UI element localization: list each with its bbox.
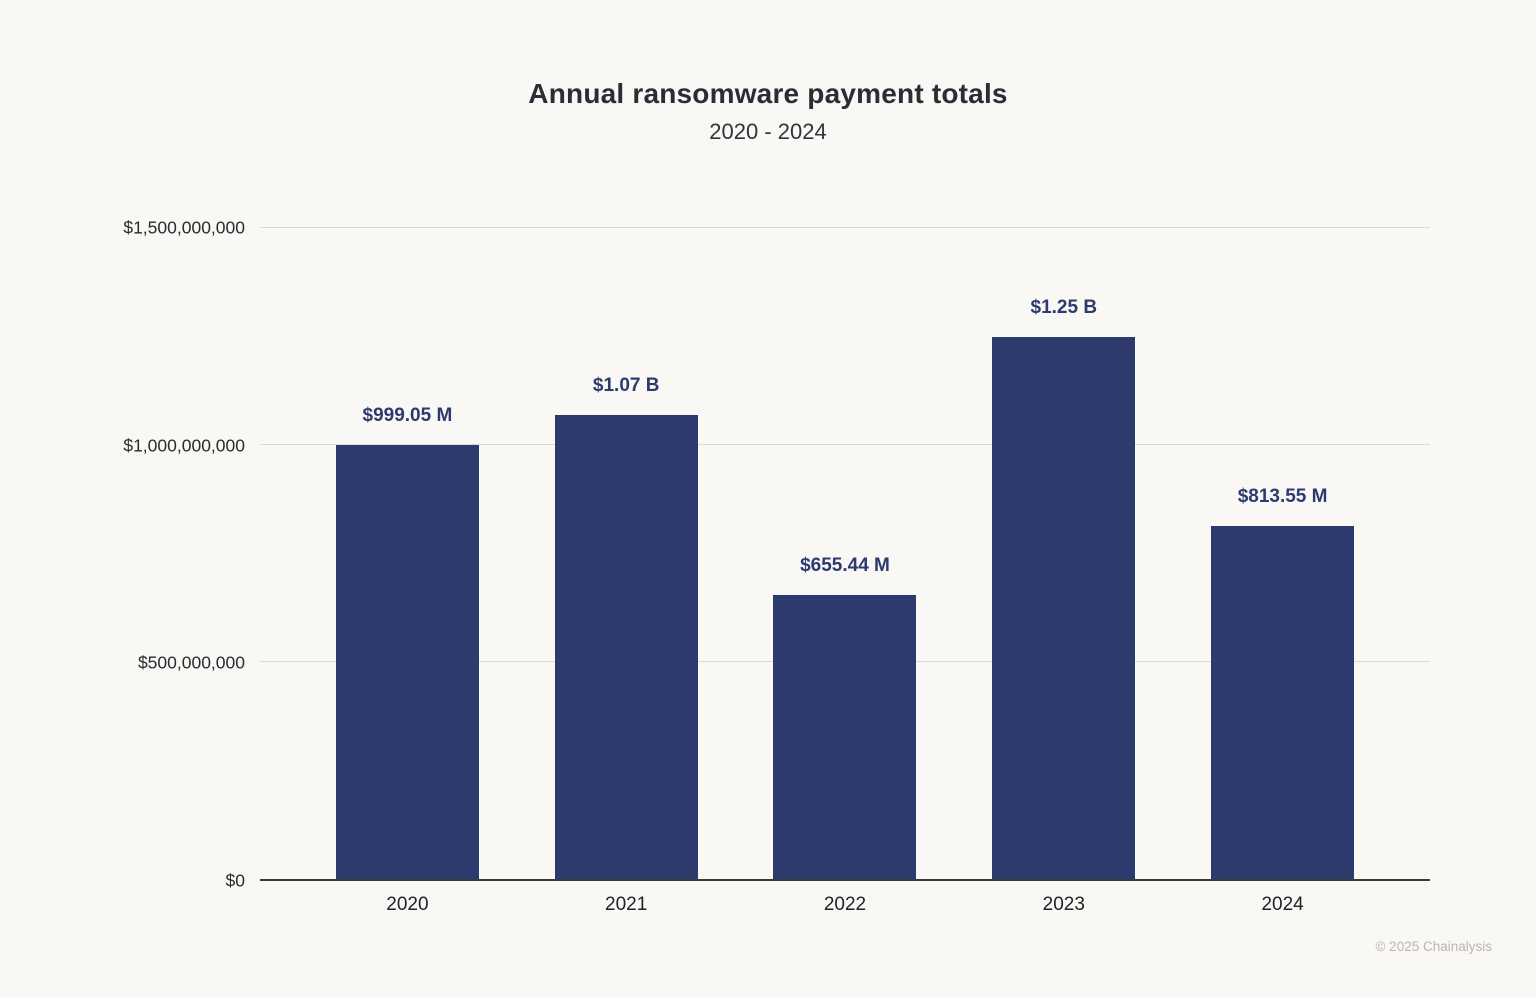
gridline <box>260 444 1430 445</box>
chart-title: Annual ransomware payment totals <box>528 78 1008 109</box>
x-tick-label: 2024 <box>1261 894 1304 915</box>
gridline <box>260 227 1430 228</box>
bar-group-2024: $813.55 M <box>1173 228 1392 879</box>
y-tick-label: $1,000,000,000 <box>123 435 245 456</box>
x-axis-labels: 2020 2021 2022 2023 2024 <box>260 894 1430 916</box>
copyright: © 2025 Chainalysis <box>1375 939 1492 954</box>
chart-area: $999.05 M $1.07 B $655.44 M $1.25 B $813.55 … <box>123 218 1430 915</box>
bar-value-label: $813.55 M <box>1237 485 1328 507</box>
bar-value-label: $999.05 M <box>362 405 453 427</box>
bar-value-label: $1.07 B <box>592 374 660 396</box>
y-tick-label: $500,000,000 <box>137 652 245 673</box>
bar-2024[interactable] <box>1211 525 1355 879</box>
chart-subtitle: 2020 - 2024 <box>709 119 827 144</box>
bar-value-label: $1.25 B <box>1030 296 1098 318</box>
bar-2021[interactable] <box>554 414 698 879</box>
y-tick-label: $1,500,000,000 <box>123 217 245 238</box>
x-tick-label: 2021 <box>605 894 648 915</box>
bar-2023[interactable] <box>992 336 1136 879</box>
x-tick-label: 2020 <box>386 894 429 915</box>
bar-group-2020: $999.05 M <box>298 228 517 879</box>
bar-2022[interactable] <box>773 594 917 879</box>
x-tick-label: 2022 <box>823 894 867 915</box>
chart-header: Annual ransomware payment totals 2020 - … <box>0 78 1536 145</box>
plot-area: $999.05 M $1.07 B $655.44 M $1.25 B $813.55 … <box>260 227 1430 881</box>
bar-value-label: $655.44 M <box>800 554 890 576</box>
bar-group-2021: $1.07 B <box>517 228 736 879</box>
bar-group-2023: $1.25 B <box>954 228 1173 879</box>
bar-2020[interactable] <box>335 445 479 879</box>
bar-group-2022: $655.44 M <box>736 228 955 879</box>
y-tick-label: $0 <box>225 870 245 891</box>
x-tick-label: 2023 <box>1042 894 1085 915</box>
bars-container: $999.05 M $1.07 B $655.44 M $1.25 B $813.55 … <box>260 228 1430 879</box>
